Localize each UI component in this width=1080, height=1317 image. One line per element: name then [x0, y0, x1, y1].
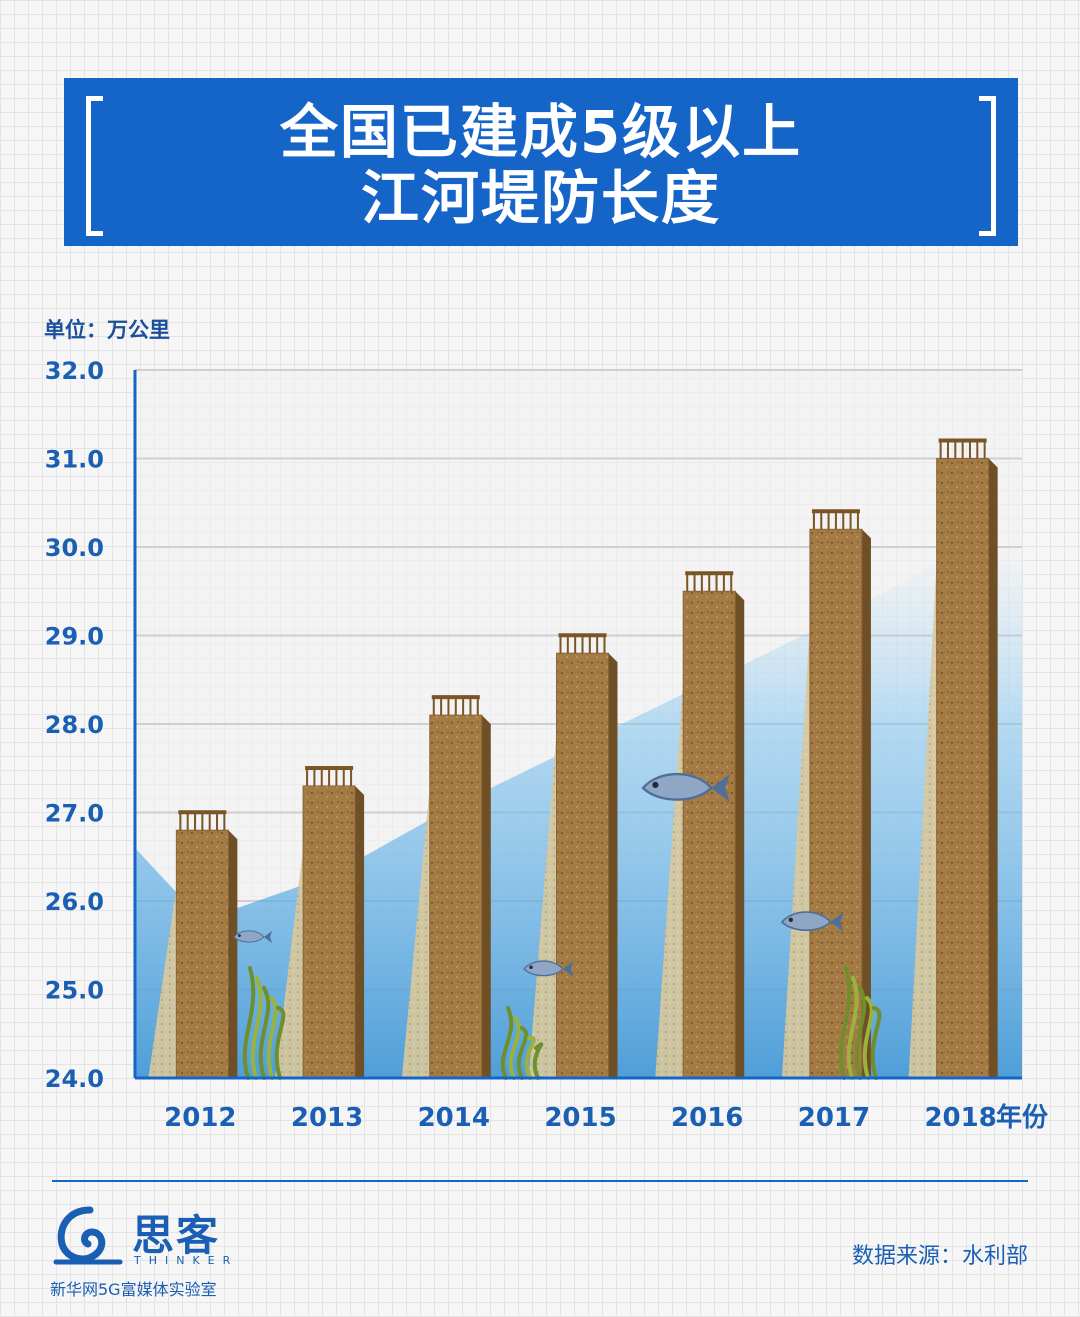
bar-side-2013 [355, 785, 365, 1078]
bar-2013 [302, 785, 356, 1079]
left-bracket-decoration [86, 96, 103, 236]
chart-title-line2: 江河堤防长度 [360, 164, 721, 232]
y-tick-label: 28.0 [45, 711, 104, 739]
seaweed-blade [266, 996, 278, 1080]
x-axis-title: 年份 [996, 1102, 1048, 1133]
x-tick-label: 2013 [291, 1103, 363, 1133]
seaweed-icon [500, 1006, 544, 1080]
seaweed-blade [854, 986, 867, 1080]
bar-side-2018 [988, 458, 998, 1078]
bar-side-2015 [608, 653, 618, 1078]
fish-icon [780, 911, 844, 932]
seaweed-blade [846, 976, 859, 1080]
chart-title-line1: 全国已建成5级以上 [279, 98, 803, 166]
bar-side-2016 [735, 591, 745, 1078]
logo-name: 思客 [132, 1211, 221, 1260]
x-tick-label: 2016 [671, 1103, 743, 1133]
seaweed-blade [508, 1016, 521, 1080]
x-tick-label: 2012 [164, 1103, 236, 1133]
bar-side-2012 [228, 830, 238, 1078]
x-tick-label: 2015 [544, 1103, 616, 1133]
fish-tail [830, 912, 844, 932]
wave-logo-icon [53, 1206, 123, 1265]
seaweed-blade [862, 996, 874, 1080]
fish-eye [788, 917, 793, 922]
seaweed-blade [870, 1006, 882, 1080]
fish-tail [263, 930, 273, 944]
seaweed-blade [258, 986, 271, 1080]
fish-icon [523, 960, 574, 977]
fish-tail [711, 774, 730, 802]
fish-icon [641, 772, 730, 802]
unit-label: 单位：万公里 [44, 318, 170, 342]
bar-2018 [936, 458, 990, 1079]
fish-body [523, 960, 564, 977]
y-tick-label: 24.0 [45, 1065, 104, 1093]
fish-eye [238, 934, 241, 937]
title-banner: 全国已建成5级以上 江河堤防长度 [64, 78, 1018, 246]
y-tick-label: 25.0 [45, 977, 104, 1005]
bar-2016 [682, 590, 736, 1079]
fish-icon [233, 930, 273, 944]
data-source: 数据来源：水利部 [851, 1244, 1028, 1269]
y-tick-label: 26.0 [45, 888, 104, 916]
seaweed-blade [274, 1006, 286, 1080]
logo-subtitle: THINKER [134, 1254, 239, 1267]
x-tick-label: 2017 [798, 1103, 870, 1133]
y-tick-label: 30.0 [45, 534, 104, 562]
seaweed-blade [838, 966, 852, 1080]
x-tick-label: 2018 [924, 1103, 996, 1133]
bar-2012 [175, 829, 229, 1079]
bar-chart: 24.0 25.0 26.0 27.0 28.0 29.0 30.0 31.0 32.0 2012… [45, 357, 1048, 1133]
right-bracket-decoration [979, 96, 996, 236]
bar-side-2017 [861, 529, 871, 1078]
seaweed-blade [516, 1026, 529, 1080]
seaweed-icon [838, 966, 882, 1080]
y-tick-label: 29.0 [45, 623, 104, 651]
bar-2015 [556, 652, 609, 1079]
y-tick-label: 31.0 [45, 446, 104, 474]
logo-caption: 新华网5G富媒体实验室 [50, 1280, 217, 1299]
fish-eye [652, 781, 659, 788]
seaweed-blade [242, 966, 256, 1080]
bar-2014 [429, 714, 483, 1079]
seaweed-blade [524, 1035, 536, 1080]
thinker-logo: 思客 THINKER 新华网5G富媒体实验室 [50, 1200, 250, 1300]
fish-tail [562, 961, 574, 977]
x-tick-label: 2014 [418, 1103, 490, 1133]
fish-eye [529, 965, 533, 969]
footer-divider [52, 1180, 1028, 1182]
y-tick-label: 27.0 [45, 800, 104, 828]
y-tick-label: 32.0 [45, 357, 104, 385]
seaweed-blade [532, 1042, 544, 1080]
bar-side-2014 [481, 715, 491, 1078]
seaweed-blade [500, 1006, 514, 1080]
seaweed-blade [250, 976, 263, 1080]
seaweed-icon [242, 966, 286, 1080]
bar-2017 [809, 528, 863, 1079]
